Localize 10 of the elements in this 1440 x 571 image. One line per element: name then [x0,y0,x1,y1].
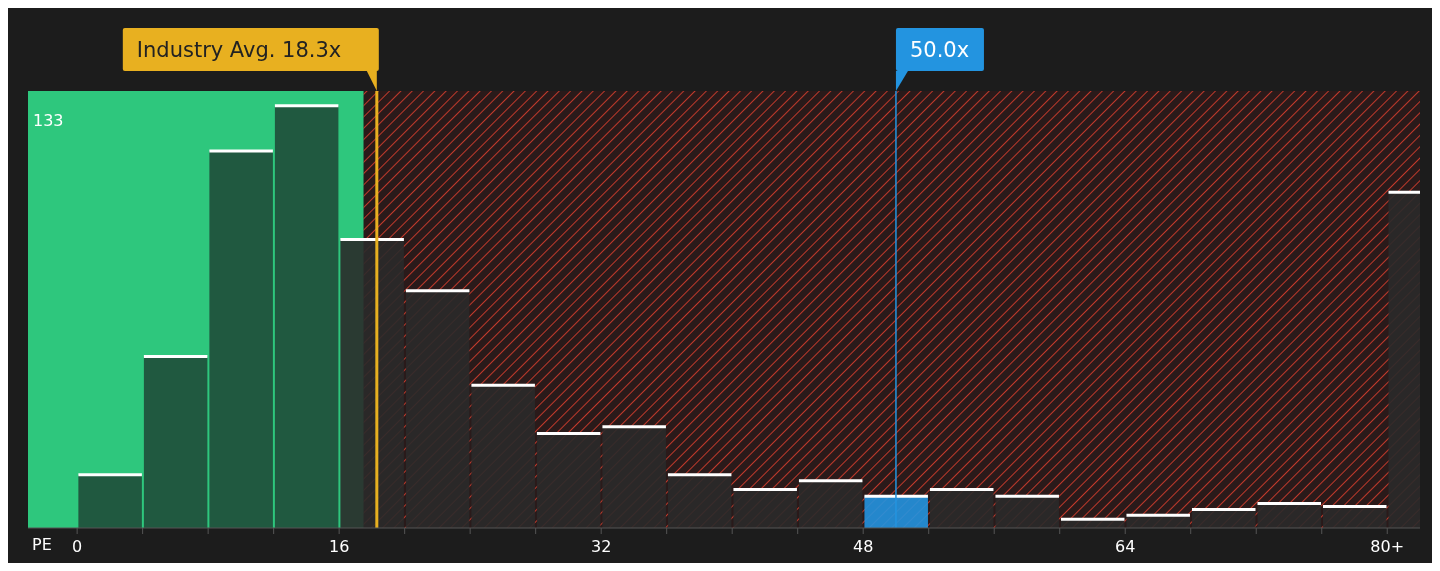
x-tick-label: 80+ [1370,537,1405,556]
x-tick-label: 16 [328,537,350,556]
ref-line-label: Industry Avg. 18.3x [136,38,342,62]
x-tick-label: 64 [1115,537,1136,556]
x-tick-label: 48 [853,537,874,556]
x-axis-title: PE [32,535,52,554]
annotation: 133 [33,111,64,130]
x-tick-label: 32 [591,537,612,556]
x-tick-label: 0 [72,537,83,556]
ref-line-label: 50.0x [909,38,970,62]
